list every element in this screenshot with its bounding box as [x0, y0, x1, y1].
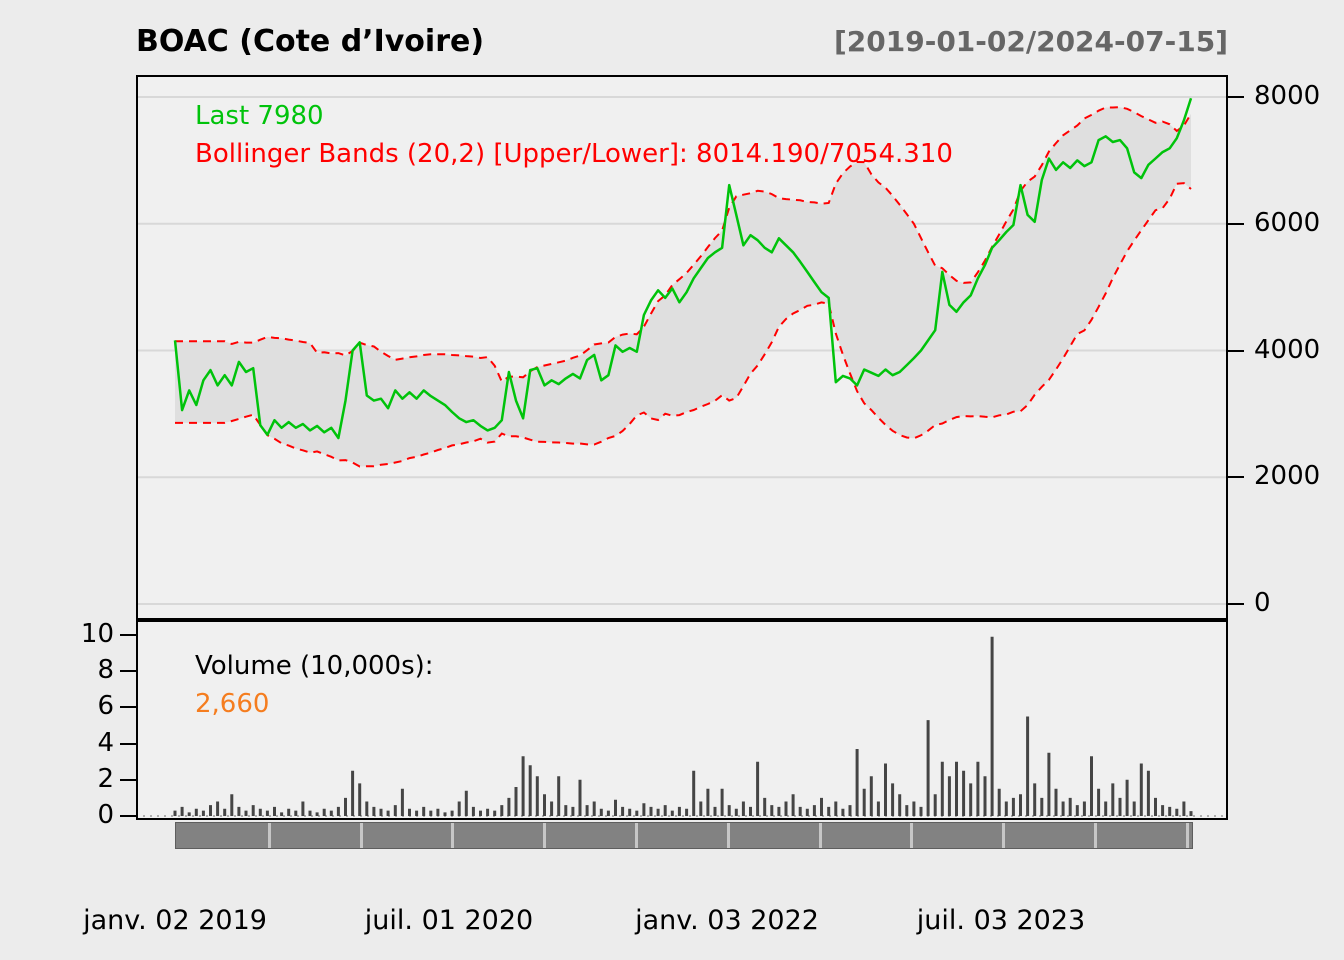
volume-y-tick [120, 706, 136, 708]
volume-y-tick [120, 670, 136, 672]
volume-label: Volume (10,000s): [195, 651, 434, 681]
x-axis-date-label: juil. 03 2023 [916, 905, 1086, 936]
volume-last-value: 2,660 [195, 689, 270, 719]
legend-bollinger-bands: Bollinger Bands (20,2) [Upper/Lower]: 80… [195, 139, 953, 169]
price-panel [136, 75, 1228, 620]
volume-y-tick [120, 743, 136, 745]
x-axis-date-label: janv. 02 2019 [83, 905, 267, 936]
price-line [173, 97, 1193, 440]
bollinger-lower-line [175, 182, 1192, 468]
volume-panel-border [136, 620, 1228, 820]
x-strip-divider [360, 823, 363, 848]
volume-y-tick [120, 634, 136, 636]
volume-y-tick-label: 8 [97, 655, 114, 685]
legend-last-price: Last 7980 [195, 101, 324, 131]
x-strip-divider [451, 823, 454, 848]
volume-y-tick-label: 2 [97, 764, 114, 794]
price-chart-svg [136, 75, 1228, 620]
page-title: BOAC (Cote d’Ivoire) [136, 24, 485, 59]
volume-y-tick [120, 779, 136, 781]
x-axis-date-label: juil. 01 2020 [364, 905, 534, 936]
price-panel-border [136, 75, 1228, 620]
x-strip-divider [1094, 823, 1097, 848]
volume-panel [136, 620, 1228, 820]
volume-y-tick-label: 4 [97, 728, 114, 758]
volume-bars [173, 636, 1193, 816]
x-strip-divider [268, 823, 271, 848]
price-y-tick-label: 2000 [1254, 461, 1321, 491]
bollinger-band-fill [175, 107, 1191, 467]
price-y-tick-label: 0 [1254, 588, 1271, 618]
price-y-tick [1228, 223, 1244, 225]
x-strip-divider [819, 823, 822, 848]
price-y-tick [1228, 350, 1244, 352]
price-y-tick [1228, 96, 1244, 98]
price-y-tick-label: 4000 [1254, 335, 1321, 365]
x-strip-divider [635, 823, 638, 848]
x-axis-date-label: janv. 03 2022 [635, 905, 819, 936]
x-axis-strip [175, 822, 1193, 849]
price-y-tick-label: 8000 [1254, 81, 1321, 111]
x-strip-divider [1002, 823, 1005, 848]
x-strip-divider [727, 823, 730, 848]
x-strip-divider [1186, 823, 1189, 848]
volume-y-tick-label: 10 [80, 619, 114, 649]
x-strip-divider [543, 823, 546, 848]
volume-y-tick-label: 0 [97, 800, 114, 830]
price-y-tick [1228, 603, 1244, 605]
volume-chart-svg [136, 620, 1228, 820]
date-range: [2019-01-02/2024-07-15] [833, 25, 1228, 58]
price-y-tick-label: 6000 [1254, 208, 1321, 238]
price-y-tick [1228, 476, 1244, 478]
volume-y-tick [120, 815, 136, 817]
x-strip-divider [910, 823, 913, 848]
volume-y-tick-label: 6 [97, 691, 114, 721]
